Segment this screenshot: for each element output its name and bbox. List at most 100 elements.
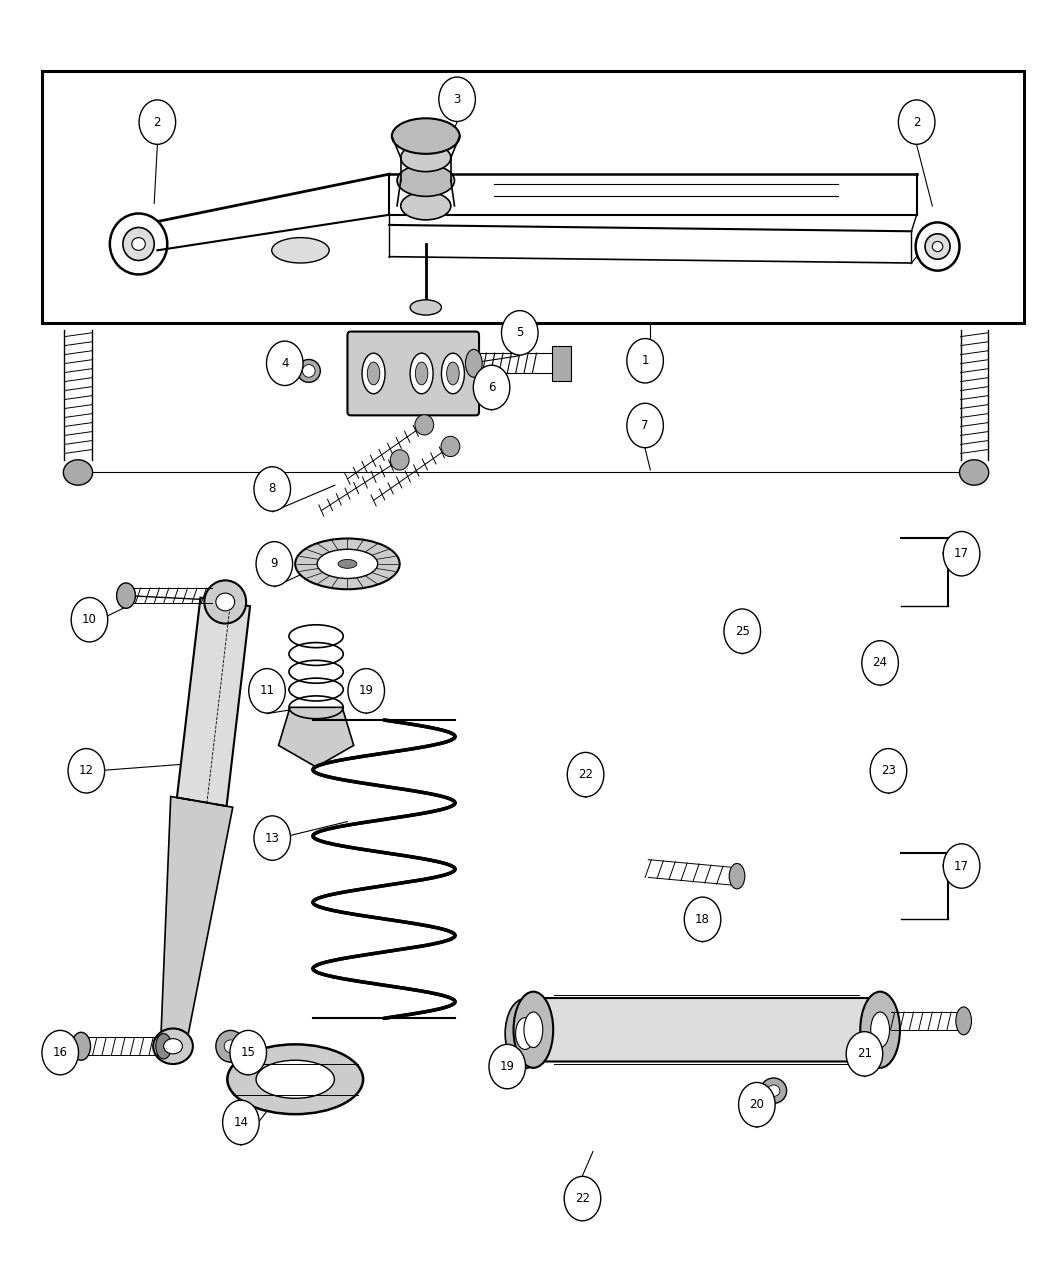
Ellipse shape: [411, 353, 433, 394]
Text: 2: 2: [912, 116, 921, 129]
Ellipse shape: [729, 863, 744, 889]
Circle shape: [627, 403, 664, 448]
Ellipse shape: [465, 349, 482, 377]
Text: 17: 17: [954, 859, 969, 872]
Text: 14: 14: [233, 1116, 249, 1128]
Circle shape: [567, 752, 604, 797]
Text: 19: 19: [359, 685, 374, 697]
Circle shape: [267, 342, 303, 385]
Ellipse shape: [513, 992, 553, 1068]
Ellipse shape: [225, 1040, 236, 1053]
Ellipse shape: [71, 1033, 90, 1061]
Polygon shape: [278, 708, 354, 768]
Circle shape: [474, 365, 510, 409]
Text: 2: 2: [153, 116, 161, 129]
Ellipse shape: [391, 450, 410, 470]
Ellipse shape: [317, 550, 378, 579]
Circle shape: [627, 339, 664, 382]
Ellipse shape: [155, 1034, 171, 1060]
Text: 7: 7: [642, 419, 649, 432]
Ellipse shape: [338, 560, 357, 569]
Text: 22: 22: [579, 768, 593, 782]
Ellipse shape: [768, 1085, 780, 1096]
Ellipse shape: [860, 992, 900, 1068]
Ellipse shape: [297, 360, 320, 382]
Circle shape: [254, 467, 291, 511]
Ellipse shape: [123, 227, 154, 260]
Bar: [42, 71, 1024, 323]
Ellipse shape: [401, 193, 450, 219]
Ellipse shape: [397, 164, 455, 196]
Circle shape: [42, 1030, 79, 1075]
Polygon shape: [161, 797, 233, 1048]
Circle shape: [564, 1177, 601, 1220]
Text: 24: 24: [873, 657, 887, 669]
Text: 1: 1: [642, 354, 649, 367]
Ellipse shape: [932, 241, 943, 251]
Text: 12: 12: [79, 764, 93, 778]
Ellipse shape: [760, 1077, 786, 1103]
Text: 9: 9: [271, 557, 278, 570]
Text: 18: 18: [695, 913, 710, 926]
Ellipse shape: [295, 538, 400, 589]
Circle shape: [249, 668, 286, 713]
Text: 8: 8: [269, 482, 276, 496]
Ellipse shape: [524, 1012, 543, 1048]
Text: 13: 13: [265, 831, 279, 844]
Ellipse shape: [392, 119, 460, 154]
Circle shape: [256, 542, 293, 586]
Circle shape: [502, 311, 538, 354]
Circle shape: [943, 532, 980, 576]
Ellipse shape: [228, 1044, 363, 1114]
Text: 17: 17: [954, 547, 969, 560]
Text: 21: 21: [857, 1047, 872, 1061]
Circle shape: [685, 898, 721, 941]
Ellipse shape: [401, 144, 450, 172]
Text: 25: 25: [735, 625, 750, 638]
Circle shape: [489, 1044, 525, 1089]
Ellipse shape: [956, 1007, 971, 1035]
Ellipse shape: [505, 998, 545, 1068]
Ellipse shape: [416, 362, 427, 385]
Text: 4: 4: [281, 357, 289, 370]
Text: 15: 15: [240, 1046, 255, 1060]
FancyBboxPatch shape: [348, 332, 479, 416]
Ellipse shape: [411, 300, 441, 315]
Ellipse shape: [925, 233, 950, 259]
Circle shape: [68, 748, 105, 793]
Circle shape: [230, 1030, 267, 1075]
Text: 20: 20: [750, 1098, 764, 1111]
FancyBboxPatch shape: [527, 998, 886, 1062]
Circle shape: [139, 99, 175, 144]
Ellipse shape: [368, 362, 380, 385]
Ellipse shape: [153, 1029, 193, 1065]
Ellipse shape: [256, 1061, 334, 1098]
Circle shape: [943, 844, 980, 889]
Ellipse shape: [117, 583, 135, 608]
Ellipse shape: [441, 353, 464, 394]
Ellipse shape: [441, 436, 460, 456]
Ellipse shape: [415, 414, 434, 435]
Circle shape: [870, 748, 907, 793]
Circle shape: [348, 668, 384, 713]
Ellipse shape: [216, 593, 234, 611]
Bar: [552, 346, 571, 381]
Ellipse shape: [362, 353, 385, 394]
Text: 16: 16: [52, 1046, 67, 1060]
Text: 23: 23: [881, 764, 896, 778]
Text: 3: 3: [454, 93, 461, 106]
Text: 6: 6: [488, 381, 496, 394]
Circle shape: [71, 598, 108, 641]
Ellipse shape: [205, 580, 246, 623]
Ellipse shape: [960, 460, 989, 486]
Text: 22: 22: [575, 1192, 590, 1205]
Ellipse shape: [272, 237, 329, 263]
Text: 11: 11: [259, 685, 274, 697]
Ellipse shape: [302, 365, 315, 377]
Circle shape: [738, 1082, 775, 1127]
Ellipse shape: [164, 1039, 183, 1054]
Circle shape: [723, 609, 760, 653]
Circle shape: [846, 1031, 883, 1076]
Circle shape: [223, 1100, 259, 1145]
Circle shape: [254, 816, 291, 861]
